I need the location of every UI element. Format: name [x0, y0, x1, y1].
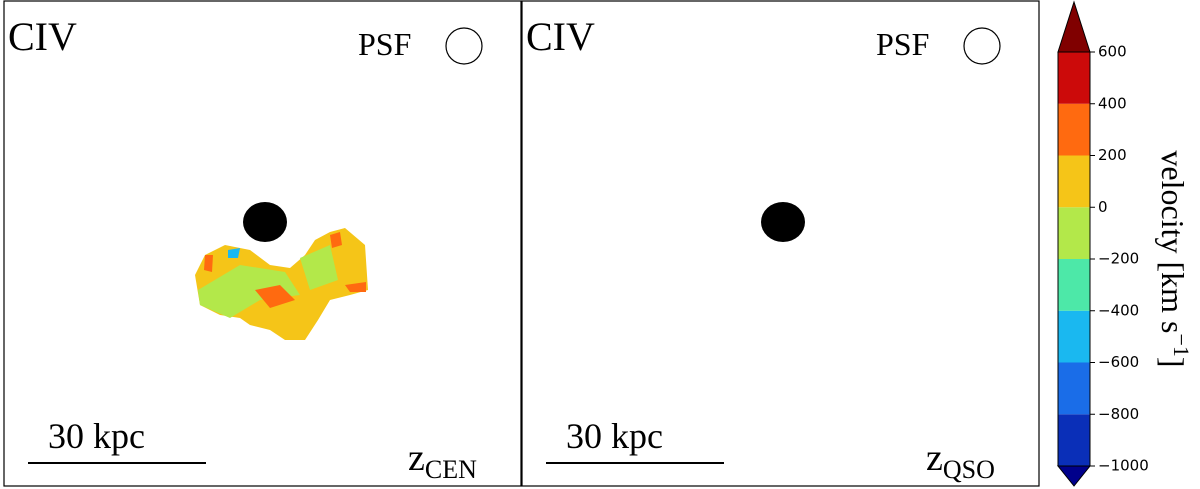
panel: CIV PSF 30 kpc zCEN: [3, 0, 522, 487]
panel-frame: [3, 0, 522, 487]
panel-frame: [521, 0, 1040, 487]
colorbar-tick-label: −800: [1098, 405, 1139, 423]
colorbar-band: [1058, 207, 1090, 259]
colorbar-band: [1058, 103, 1090, 156]
colorbar-tick-label: −600: [1098, 353, 1139, 371]
colorbar-tick-label: 600: [1098, 43, 1127, 61]
panel: CIV PSF 30 kpc zQSO: [521, 0, 1040, 487]
redshift-label: zQSO: [926, 437, 995, 484]
velocity-patch: [345, 282, 366, 292]
colorbar-band: [1058, 155, 1090, 208]
colorbar-label-end: ]: [1155, 357, 1191, 368]
redshift-subscript: CEN: [425, 455, 477, 484]
colorbar-tick-label: 0: [1098, 198, 1108, 216]
colorbar-tick-label: −200: [1098, 250, 1139, 268]
colorbar-band: [1058, 259, 1090, 311]
redshift-symbol: z: [408, 437, 425, 479]
psf-label: PSF: [358, 26, 411, 62]
colorbar-band: [1058, 52, 1090, 104]
velocity-patch: [330, 232, 342, 248]
psf-circle: [963, 27, 1001, 65]
psf-label: PSF: [876, 26, 929, 62]
line-label: CIV: [8, 14, 77, 59]
colorbar-extend-high: [1057, 0, 1091, 53]
redshift-symbol: z: [926, 437, 943, 479]
colorbar-band: [1058, 310, 1090, 363]
qso-mask: [243, 202, 287, 242]
colorbar-band: [1058, 362, 1090, 415]
map: [195, 228, 368, 340]
velocity-patch: [228, 248, 240, 258]
redshift-label: zCEN: [408, 437, 477, 484]
line-label: CIV: [526, 14, 595, 59]
colorbar-tick-label: −400: [1098, 301, 1139, 319]
colorbar-tick-label: −1000: [1098, 457, 1149, 475]
velocity-patch: [204, 255, 213, 272]
redshift-subscript: QSO: [943, 455, 995, 484]
colorbar-band: [1058, 414, 1090, 466]
colorbar-label-sup: −1: [1169, 334, 1194, 357]
colorbar-extend-low: [1056, 465, 1092, 487]
qso-mask: [761, 202, 805, 242]
colorbar-tick-label: 400: [1098, 94, 1127, 112]
colorbar-tick-label: 200: [1098, 146, 1127, 164]
velocity-patch: [300, 245, 338, 290]
psf-circle: [445, 27, 483, 65]
colorbar-label: velocity [km s−1]: [1155, 150, 1194, 367]
scale-label: 30 kpc: [566, 416, 663, 456]
scale-label: 30 kpc: [48, 416, 145, 456]
colorbar-label-text: velocity [km s: [1155, 150, 1191, 333]
velocity-patch: [198, 265, 300, 318]
velocity-patch: [255, 285, 295, 308]
